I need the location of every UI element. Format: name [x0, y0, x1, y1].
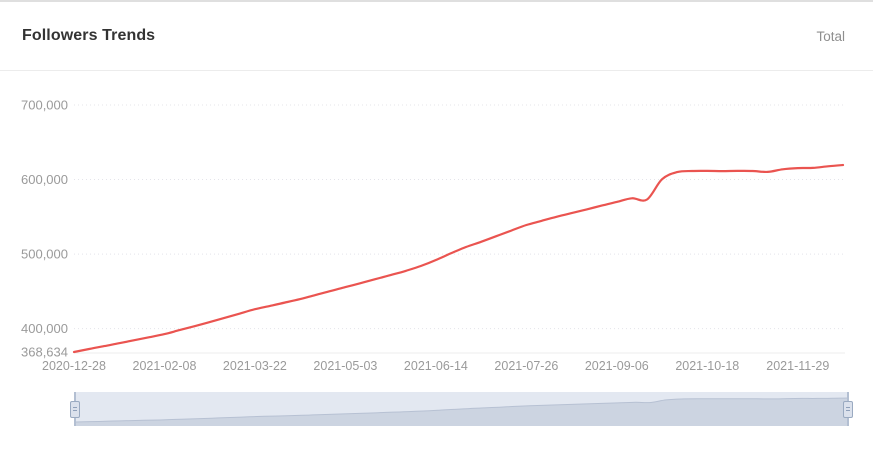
grip-icon: [73, 410, 77, 411]
x-axis-label: 2021-09-06: [585, 359, 649, 373]
grip-icon: [846, 407, 850, 408]
page-title: Followers Trends: [22, 27, 156, 44]
slider-area: [75, 398, 848, 426]
y-axis-label: 700,000: [21, 98, 68, 113]
y-axis-label: 500,000: [21, 247, 68, 262]
data-zoom-slider[interactable]: [70, 392, 853, 426]
y-axis-label: 368,634: [21, 345, 68, 360]
x-axis-label: 2021-05-03: [313, 359, 377, 373]
data-zoom-handle-right[interactable]: [843, 400, 853, 418]
x-axis-label: 2021-11-29: [766, 359, 829, 373]
x-axis-label: 2020-12-28: [42, 359, 106, 373]
slider-area-line: [75, 397, 848, 423]
y-axis-label: 400,000: [21, 321, 68, 336]
data-zoom-handle-left[interactable]: [70, 400, 80, 418]
legend-item-total[interactable]: Total: [816, 28, 845, 44]
x-axis-label: 2021-06-14: [404, 359, 468, 373]
grip-icon: [73, 407, 77, 408]
x-axis-label: 2021-02-08: [133, 359, 197, 373]
card-header: Followers Trends Total: [0, 2, 873, 71]
x-axis-label: 2021-03-22: [223, 359, 287, 373]
y-axis-label: 600,000: [21, 172, 68, 187]
x-axis-label: 2021-07-26: [494, 359, 558, 373]
data-zoom-mini-chart: [75, 397, 848, 426]
trend-line-total: [72, 163, 845, 354]
grip-icon: [846, 410, 850, 411]
x-axis-label: 2021-10-18: [675, 359, 739, 373]
